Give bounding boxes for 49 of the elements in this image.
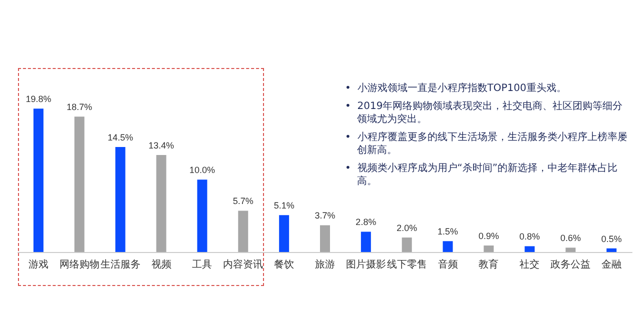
- annotation: • 2019年网络购物领域表现突出，社交电商、社区团购等细分领域尤为突出。: [345, 100, 624, 126]
- bar: [360, 232, 371, 252]
- bar: [524, 246, 535, 252]
- bar: [197, 180, 208, 252]
- bar: [156, 155, 166, 252]
- data-label: 3.7%: [314, 210, 336, 221]
- text: • 小游戏领域一直是小程序指数TOP100重头戏。: [345, 82, 568, 95]
- bar: [33, 108, 44, 252]
- x-tick-label: 生活服务: [100, 258, 140, 270]
- data-label: 2.8%: [356, 217, 376, 228]
- data-label: 0.6%: [560, 233, 581, 244]
- x-tick-label: 游戏: [28, 258, 48, 270]
- annotation: • 视频类小程序成为用户“杀时间”的新选择，中老年群体占比高。: [345, 162, 619, 188]
- data-label: 0.9%: [478, 230, 499, 241]
- data-label: 0.5%: [601, 234, 622, 244]
- x-tick-label: 视频: [151, 258, 172, 270]
- bar: [484, 245, 494, 252]
- x-tick-label: 音频: [438, 258, 458, 270]
- data-label: 10.0%: [189, 165, 215, 176]
- x-tick-label: 金融: [602, 258, 622, 270]
- bar: [566, 248, 576, 252]
- data-label: 2.0%: [396, 223, 418, 234]
- x-tick-label: 图片摄影: [346, 258, 386, 270]
- bar: [402, 238, 412, 252]
- annotation: • 小程序覆盖更多的线下生活场景，生活服务类小程序上榜率屡创新高。: [345, 131, 628, 157]
- data-label: 14.5%: [108, 132, 134, 143]
- x-tick-label: 内容资讯: [223, 258, 264, 270]
- data-label: 13.4%: [148, 140, 174, 151]
- bar: [442, 241, 453, 252]
- bar: [115, 147, 126, 252]
- x-tick-label: 线下零售: [386, 258, 427, 270]
- x-tick-label: 社交: [520, 258, 540, 270]
- bar: [606, 248, 617, 252]
- data-label: 5.7%: [232, 196, 254, 206]
- x-tick-label: 工具: [192, 260, 212, 270]
- data-label: 18.7%: [66, 102, 92, 112]
- x-tick-label: 教育: [478, 258, 499, 270]
- data-label: 1.5%: [438, 226, 458, 237]
- bar: [279, 215, 290, 252]
- bar: [320, 225, 330, 252]
- data-label: 0.8%: [519, 232, 540, 242]
- x-tick-label: 网络购物: [59, 258, 100, 270]
- bar: [74, 116, 84, 252]
- data-label: 5.1%: [274, 200, 294, 211]
- x-tick-label: 政务公益: [550, 258, 591, 270]
- bar: [238, 210, 248, 252]
- x-tick-label: 旅游: [315, 258, 335, 270]
- data-label: 19.8%: [26, 94, 52, 104]
- x-tick-label: 餐饮: [274, 258, 294, 270]
